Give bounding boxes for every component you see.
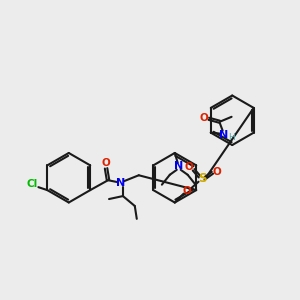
Text: O: O (184, 162, 193, 172)
Text: O: O (102, 158, 110, 168)
Text: N: N (219, 130, 228, 140)
Text: S: S (198, 172, 207, 185)
Text: N: N (174, 161, 183, 171)
Text: O: O (200, 113, 208, 123)
Text: H: H (228, 133, 235, 142)
Text: N: N (116, 178, 125, 188)
Text: O: O (182, 186, 191, 196)
Text: Cl: Cl (27, 179, 38, 189)
Text: O: O (213, 167, 222, 177)
